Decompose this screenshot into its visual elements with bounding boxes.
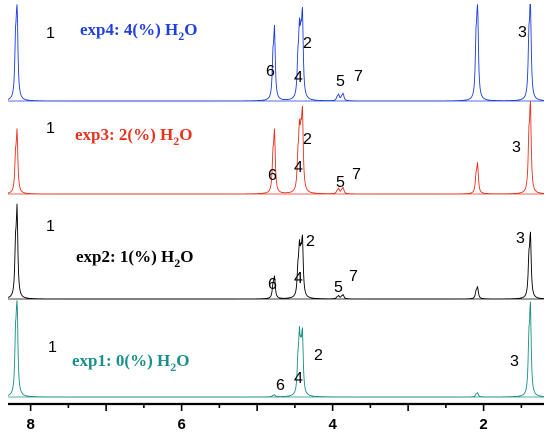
peak-label-6: 6 [266,63,275,80]
spectrum-group-4: exp1: 0(%) H2O 1 6 42 3 [7,300,545,398]
x-tick-label: 2 [479,416,487,433]
spectrum-line-1 [7,3,545,102]
series-title-4: exp1: 0(%) H2O [72,351,189,374]
peak-label-2: 2 [303,131,312,148]
peak-label-7: 7 [349,268,358,285]
x-tick-label: 6 [177,416,185,433]
spectrum-group-3: exp2: 1(%) H2O 1 6 4 2 57 3 [7,203,544,300]
series-title-3: exp2: 1(%) H2O [76,247,193,270]
peak-label-5: 5 [336,174,345,191]
peak-label-7: 7 [352,166,361,183]
spectrum-group-2: exp3: 2(%) H2O 1 6 42 5 7 3 [7,100,545,195]
peak-label-6: 6 [276,377,285,394]
peak-label-2: 2 [303,35,312,52]
spectrum-group-1: exp4: 4(%) H2O 1 6 42 5 7 3 [7,3,545,102]
x-tick-label: 4 [328,416,337,433]
x-tick-label: 8 [26,416,34,433]
peak-label-1: 1 [48,339,57,356]
peak-label-2: 2 [314,347,323,364]
peak-label-4: 4 [294,69,303,86]
peak-label-3: 3 [516,230,525,247]
peak-label-6: 6 [268,167,277,184]
peak-label-4: 4 [294,270,303,287]
peak-label-2: 2 [306,233,315,250]
peak-label-5: 5 [336,73,345,90]
peak-label-3: 3 [510,353,519,370]
series-title-2: exp3: 2(%) H2O [75,125,192,148]
peak-label-1: 1 [46,120,55,137]
peak-label-4: 4 [294,370,303,387]
peak-label-1: 1 [46,218,55,235]
series-title-1: exp4: 4(%) H2O [80,20,197,43]
peak-label-6: 6 [268,276,277,293]
peak-label-3: 3 [518,24,527,41]
peak-label-7: 7 [354,68,363,85]
peak-label-1: 1 [46,25,55,42]
x-axis: 8 6 4 2 [8,402,544,433]
peak-label-5: 5 [334,279,343,296]
peak-label-4: 4 [294,159,303,176]
peak-label-3: 3 [512,139,521,156]
